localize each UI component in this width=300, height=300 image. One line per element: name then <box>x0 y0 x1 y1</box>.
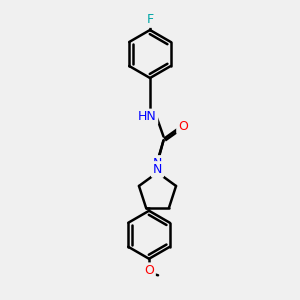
Text: F: F <box>146 13 154 26</box>
Text: O: O <box>144 264 154 277</box>
Text: O: O <box>178 119 188 133</box>
Text: N: N <box>153 157 162 170</box>
Text: N: N <box>153 163 162 176</box>
Text: HN: HN <box>138 110 156 124</box>
